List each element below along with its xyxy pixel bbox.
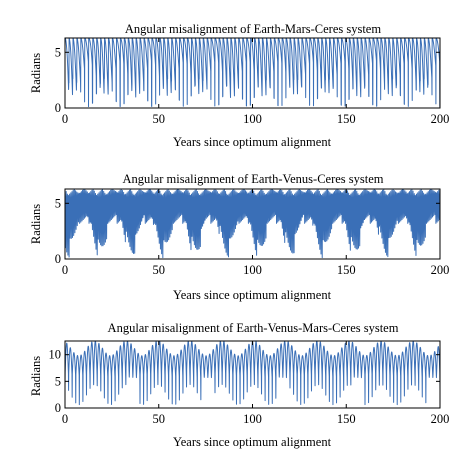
x-tick-label: 150 [337,112,356,126]
x-tick-label: 200 [431,112,450,126]
chart-title-3: Angular misalignment of Earth-Venus-Mars… [108,321,399,335]
x-tick-label: 0 [62,412,68,426]
x-axis-label-3: Years since optimum alignment [173,435,332,449]
x-tick-label: 100 [243,412,262,426]
x-tick-label: 200 [431,263,450,277]
x-tick-label: 50 [153,412,166,426]
y-tick-label: 10 [49,348,62,362]
x-tick-label: 50 [153,263,166,277]
series-line [64,188,441,259]
chart-panel-1: Angular misalignment of Earth-Mars-Ceres… [29,22,449,149]
x-tick-label: 150 [337,412,356,426]
y-tick-label: 0 [55,252,61,266]
chart-title-1: Angular misalignment of Earth-Mars-Ceres… [125,22,381,36]
y-tick-label: 5 [55,374,61,388]
y-tick-label: 5 [55,196,61,210]
plot-area-3: 0 50 100 150 200 0 5 10 [49,340,450,426]
chart-panel-3: Angular misalignment of Earth-Venus-Mars… [29,321,449,449]
y-tick-label: 0 [55,101,61,115]
series-line [64,37,441,108]
y-axis-label-2: Radians [29,204,43,244]
y-tick-label: 0 [55,401,61,415]
chart-panel-2: Angular misalignment of Earth-Venus-Cere… [29,172,449,302]
y-axis-label-3: Radians [29,356,43,396]
plot-area-1: 0 50 100 150 200 0 5 [55,37,450,126]
plot-area-2: 0 50 100 150 200 0 5 [55,188,450,277]
x-tick-label: 100 [243,112,262,126]
chart-title-2: Angular misalignment of Earth-Venus-Cere… [122,172,383,186]
x-tick-label: 150 [337,263,356,277]
x-axis-label-1: Years since optimum alignment [173,135,332,149]
x-tick-label: 200 [431,412,450,426]
y-axis-label-1: Radians [29,53,43,93]
y-tick-label: 5 [55,45,61,59]
x-tick-label: 100 [243,263,262,277]
x-tick-label: 50 [153,112,166,126]
x-tick-label: 0 [62,263,68,277]
series-line [64,340,441,406]
x-tick-label: 0 [62,112,68,126]
x-axis-label-2: Years since optimum alignment [173,288,332,302]
